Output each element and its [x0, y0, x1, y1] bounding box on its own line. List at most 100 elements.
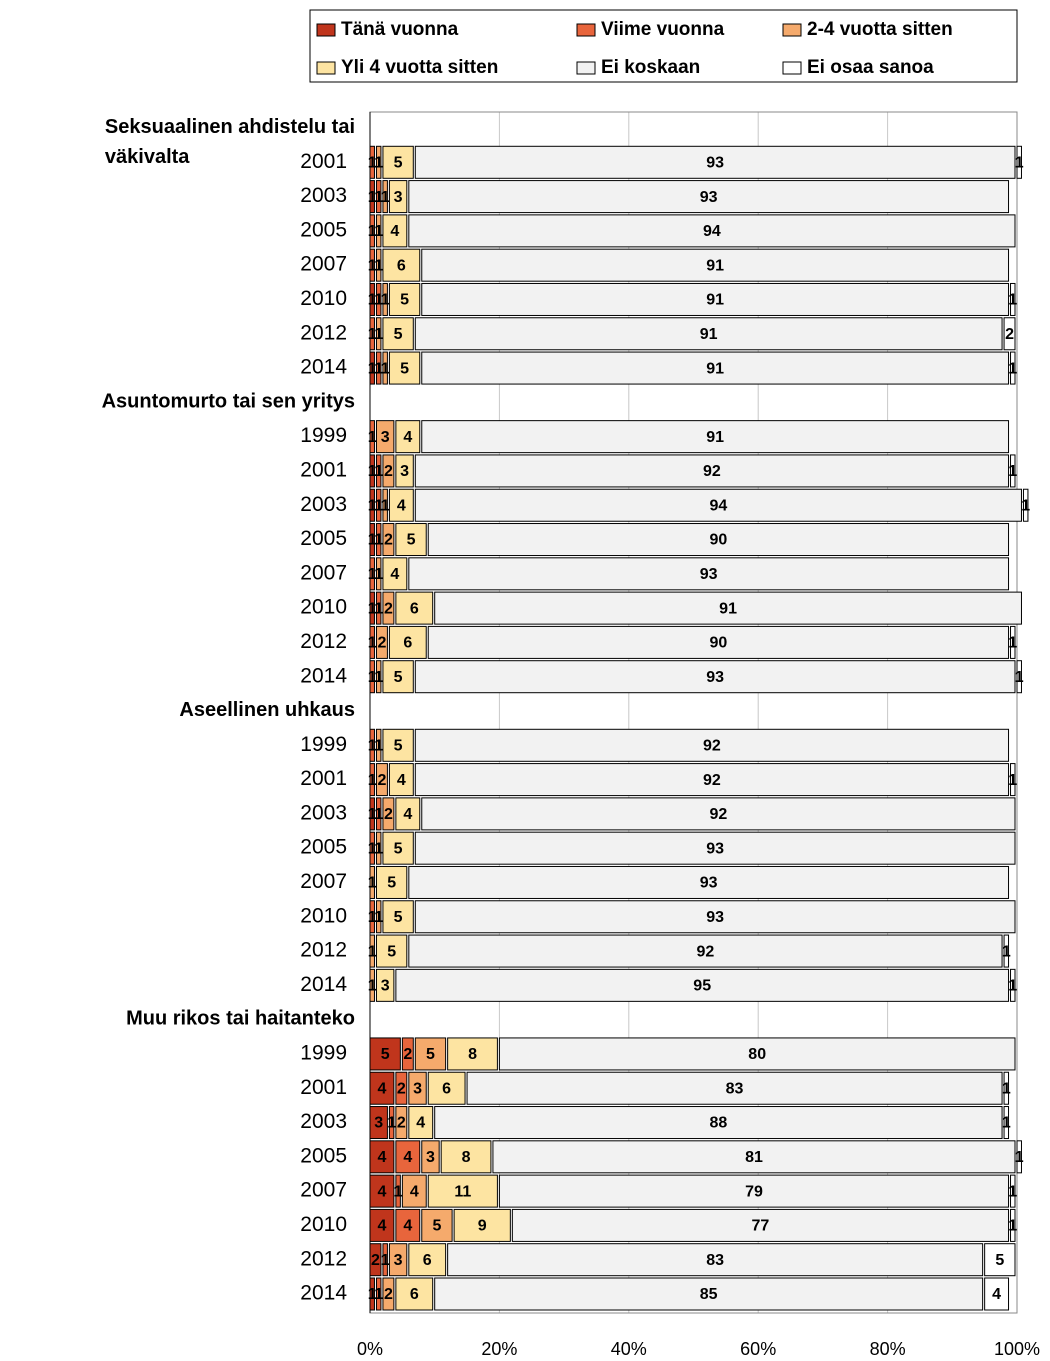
bar-segment	[388, 180, 408, 214]
bar-segment	[1010, 282, 1016, 316]
bar-segment	[395, 1277, 434, 1311]
segment-label: 1	[1008, 360, 1017, 377]
bar-segment	[369, 934, 375, 968]
bar-segment	[395, 1140, 421, 1174]
bar-segment	[1016, 660, 1022, 694]
legend-label: Viime vuonna	[601, 19, 725, 40]
segment-label: 1	[368, 566, 377, 583]
segment-label: 1	[368, 532, 377, 549]
segment-label: 1	[368, 1286, 377, 1303]
segment-label: 1	[374, 497, 383, 514]
segment-label: 2	[403, 1046, 412, 1063]
category-label: 2007	[300, 561, 347, 584]
segment-label: 1	[368, 909, 377, 926]
segment-label: 1	[374, 463, 383, 480]
segment-label: 4	[397, 497, 406, 514]
bar-segment	[408, 934, 1003, 968]
segment-label: 1	[368, 429, 377, 446]
segment-label: 1	[387, 1115, 396, 1132]
bar-segment	[1010, 763, 1016, 797]
segment-label: 1	[374, 738, 383, 755]
bar-segment	[382, 180, 388, 214]
segment-label: 2	[384, 1286, 393, 1303]
segment-label: 2	[1005, 326, 1014, 343]
segment-label: 3	[394, 1252, 403, 1269]
category-label: 2010	[300, 904, 347, 927]
bar-segment	[369, 1174, 395, 1208]
segment-label: 5	[394, 155, 403, 172]
bar-segment	[369, 763, 375, 797]
bar-segment	[414, 488, 1022, 522]
segment-label: 5	[400, 292, 409, 309]
segment-label: 1	[381, 189, 390, 206]
bar-segment	[369, 625, 375, 659]
bar-segment	[1003, 1106, 1010, 1140]
bar-segment	[1003, 317, 1016, 351]
legend-label: 2-4 vuotta sitten	[807, 19, 953, 40]
category-label: 2012	[300, 630, 347, 653]
segment-label: 1	[374, 155, 383, 172]
segment-label: 4	[403, 1218, 412, 1235]
bar-segment	[375, 831, 382, 865]
segment-label: 91	[706, 360, 724, 377]
bar-segment	[1010, 968, 1016, 1002]
category-label: 2003	[300, 801, 347, 824]
bar-segment	[401, 1037, 414, 1071]
segment-label: 2	[371, 1252, 380, 1269]
legend-label: Ei koskaan	[601, 57, 700, 78]
category-label: 2001	[300, 767, 347, 790]
bar-segment	[369, 248, 375, 282]
legend-label: Tänä vuonna	[341, 19, 459, 40]
bar-segment	[414, 728, 1010, 762]
segment-label: 1	[394, 1183, 403, 1200]
segment-label: 1	[368, 360, 377, 377]
segment-label: 2	[397, 1080, 406, 1097]
bar-segment	[375, 968, 395, 1002]
bar-segment	[421, 1208, 453, 1242]
bar-segment	[427, 625, 1010, 659]
bar-segment	[1003, 934, 1010, 968]
bar-segment	[388, 488, 414, 522]
bar-segment	[395, 1208, 421, 1242]
bar-segment	[375, 728, 382, 762]
category-label: 2003	[300, 1110, 347, 1133]
group-label: Asuntomurto tai sen yritys	[102, 391, 355, 413]
segment-label: 1	[368, 326, 377, 343]
bar-segment	[498, 1174, 1010, 1208]
bar-segment	[434, 1277, 984, 1311]
bar-segment	[414, 900, 1016, 934]
x-tick-label: 80%	[870, 1339, 906, 1359]
category-label: 2001	[300, 458, 347, 481]
segment-label: 3	[381, 429, 390, 446]
category-label: 2001	[300, 150, 347, 173]
bar-segment	[1010, 454, 1016, 488]
segment-label: 4	[403, 1149, 412, 1166]
segment-label: 1	[1008, 635, 1017, 652]
segment-label: 5	[394, 909, 403, 926]
segment-label: 95	[693, 978, 711, 995]
segment-label: 90	[709, 532, 727, 549]
bar-segment	[1016, 145, 1022, 179]
bar-segment	[375, 523, 382, 557]
bar-segment	[388, 351, 421, 385]
bar-segment	[395, 968, 1010, 1002]
segment-label: 83	[706, 1252, 724, 1269]
bar-segment	[369, 728, 375, 762]
bar-segment	[388, 625, 427, 659]
segment-label: 1	[381, 1252, 390, 1269]
segment-label: 3	[413, 1080, 422, 1097]
bar-segment	[375, 763, 388, 797]
segment-label: 2	[384, 806, 393, 823]
bar-segment	[984, 1243, 1016, 1277]
bar-segment	[382, 900, 414, 934]
segment-label: 94	[703, 223, 721, 240]
bar-segment	[375, 282, 382, 316]
segment-label: 1	[374, 1286, 383, 1303]
segment-label: 1	[381, 292, 390, 309]
bar-segment	[375, 865, 408, 899]
bar-segment	[388, 1106, 395, 1140]
segment-label: 3	[426, 1149, 435, 1166]
segment-label: 1	[374, 909, 383, 926]
segment-label: 6	[403, 635, 412, 652]
segment-label: 5	[995, 1252, 1004, 1269]
